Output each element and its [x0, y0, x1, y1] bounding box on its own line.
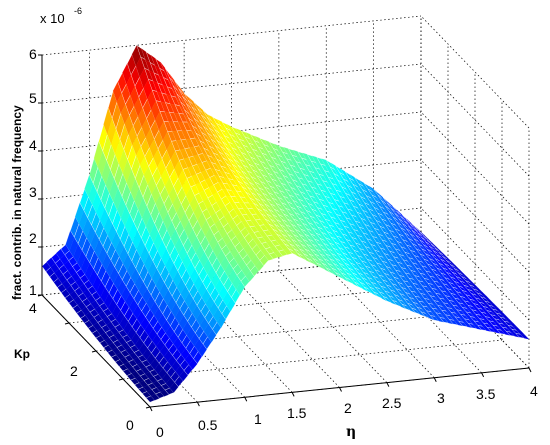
eta-tick-3: 3: [437, 390, 445, 406]
kp-tick-mark: [145, 406, 151, 409]
kp-tick-mark: [118, 378, 124, 381]
kp-tick-0: 0: [126, 417, 134, 433]
z-multiplier-exponent: -6: [74, 6, 82, 16]
kp-tick-labels: 4 2 0: [29, 300, 134, 433]
eta-tick-mark: [481, 372, 485, 378]
eta-tick-mark: [244, 397, 248, 402]
z-tick-5: 5: [29, 90, 37, 106]
eta-tick-0: 0: [156, 424, 164, 440]
z-tick-1: 1: [29, 282, 37, 298]
kp-tick-2: 2: [70, 363, 78, 379]
z-tick-6: 6: [29, 46, 37, 62]
eta-tick-mark: [291, 392, 295, 397]
eta-tick-mark: [149, 406, 153, 412]
eta-tick-mark: [339, 387, 342, 392]
grid-line-eta-floor: [231, 275, 340, 388]
z-multiplier: x 10 -6: [40, 6, 82, 26]
axes-box: [37, 54, 532, 412]
eta-tick-labels: 0 0.5 1 1.5 2 2.5 3 3.5 4: [156, 383, 538, 440]
z-axis-label: fract. contrib. in natural frequency: [10, 105, 24, 300]
eta-tick-1: 1: [254, 411, 262, 427]
eta-tick-mark: [433, 377, 437, 382]
z-tick-4: 4: [29, 137, 37, 153]
eta-tick-4: 4: [530, 383, 538, 399]
x-axis-label: η: [346, 424, 356, 440]
z-tick-labels: 6 5 4 3 2 1: [29, 46, 37, 298]
y-axis-label: Kp: [14, 347, 30, 361]
kp-tick-mark: [64, 322, 70, 325]
eta-tick-1.5: 1.5: [287, 405, 307, 421]
eta-tick-2.5: 2.5: [382, 395, 402, 411]
eta-tick-3.5: 3.5: [476, 386, 496, 402]
kp-tick-mark: [91, 350, 97, 353]
z-tick-2: 2: [29, 230, 37, 246]
surface-mesh: [41, 44, 530, 403]
eta-tick-2: 2: [344, 400, 352, 416]
surface-patch: [520, 334, 530, 340]
grid-line-z-back: [41, 15, 422, 56]
z-tick-3: 3: [29, 184, 37, 200]
z-multiplier-base: x 10: [40, 11, 65, 26]
eta-tick-mark: [386, 382, 390, 387]
eta-tick-0.5: 0.5: [198, 417, 218, 433]
eta-tick-mark: [528, 367, 532, 373]
kp-tick-4: 4: [29, 300, 37, 316]
eta-tick-mark: [196, 401, 200, 407]
